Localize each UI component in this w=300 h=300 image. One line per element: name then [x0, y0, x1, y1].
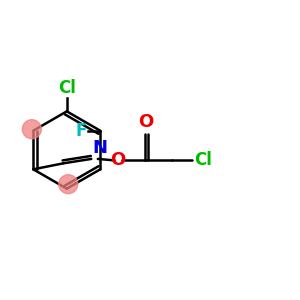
Circle shape	[22, 120, 41, 139]
Text: N: N	[93, 140, 108, 158]
Text: Cl: Cl	[194, 152, 212, 169]
Circle shape	[59, 175, 78, 194]
Text: O: O	[110, 152, 126, 169]
Text: O: O	[138, 113, 153, 131]
Text: F: F	[76, 122, 87, 140]
Text: Cl: Cl	[58, 79, 76, 97]
